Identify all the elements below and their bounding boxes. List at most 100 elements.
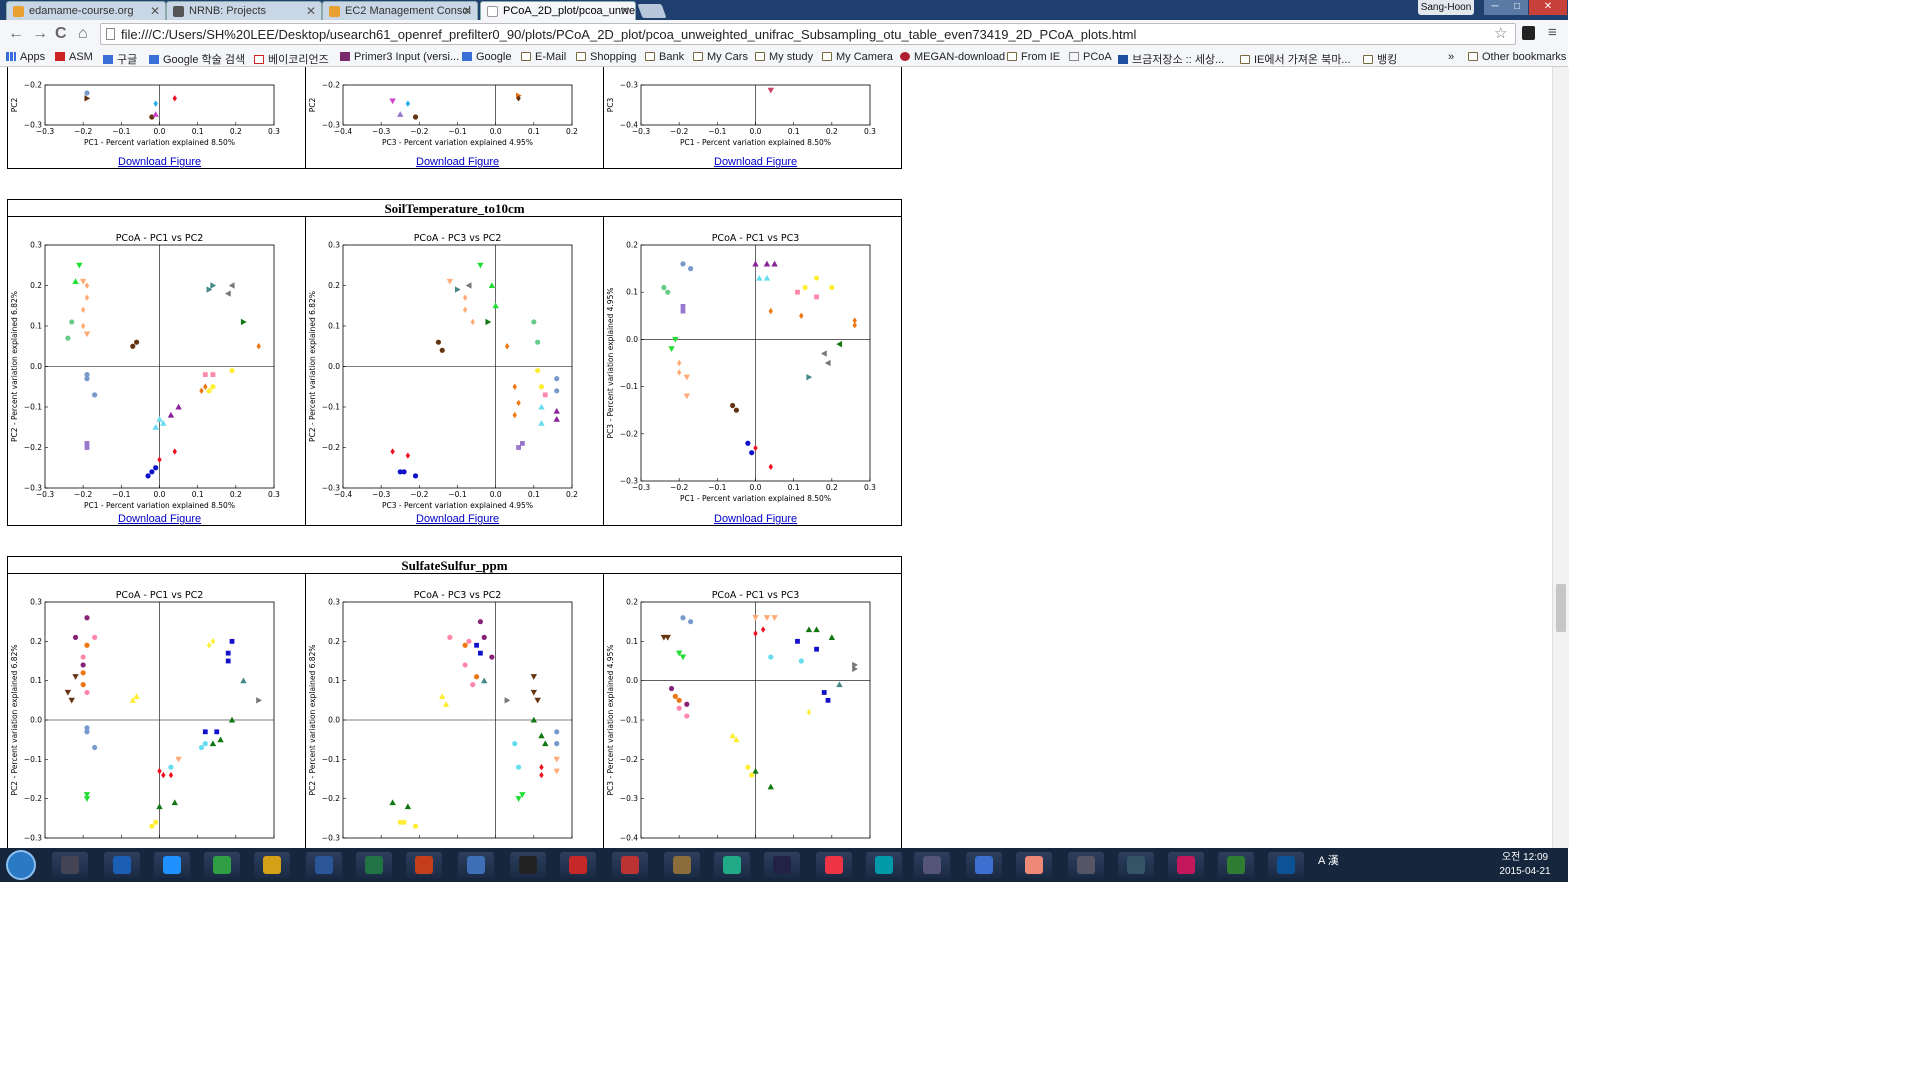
download-figure-link[interactable]: Download Figure xyxy=(714,156,798,168)
bookmark-megan[interactable]: MEGAN-download xyxy=(900,51,1005,63)
taskbar-app-icon[interactable] xyxy=(1268,852,1304,878)
bookmark-pcoa[interactable]: PCoA xyxy=(1069,51,1112,63)
other-bookmarks[interactable]: Other bookmarks xyxy=(1468,51,1566,63)
app-icon xyxy=(467,856,485,874)
bookmark-shopping[interactable]: Shopping xyxy=(576,51,637,63)
taskbar-app-icon[interactable] xyxy=(406,852,442,878)
extension-icon[interactable] xyxy=(1522,26,1535,40)
bookmark-primer3[interactable]: Primer3 Input (versi... xyxy=(340,51,459,63)
data-point xyxy=(763,615,771,621)
x-tick-label: 0.0 xyxy=(490,127,502,136)
scrollbar-thumb[interactable] xyxy=(1556,584,1566,632)
tab-label: PCoA_2D_plot/pcoa_unwe xyxy=(503,5,636,17)
taskbar-app-icon[interactable] xyxy=(52,852,88,878)
taskbar-app-icon[interactable] xyxy=(154,852,190,878)
bookmark-star-icon[interactable]: ☆ xyxy=(1494,25,1508,42)
bookmark-banking[interactable]: 뱅킹 xyxy=(1363,51,1397,67)
close-icon[interactable]: ✕ xyxy=(461,4,472,18)
taskbar-app-icon[interactable] xyxy=(306,852,342,878)
bookmark-my-cars[interactable]: My Cars xyxy=(693,51,748,63)
new-tab-button[interactable] xyxy=(637,4,667,18)
data-point xyxy=(683,374,690,381)
taskbar-app-icon[interactable] xyxy=(714,852,750,878)
bookmark-email[interactable]: E-Mail xyxy=(521,51,566,63)
bookmark-my-study[interactable]: My study xyxy=(755,51,813,63)
download-figure-link[interactable]: Download Figure xyxy=(118,156,202,168)
bookmarks-more-button[interactable]: » xyxy=(1448,51,1455,63)
taskbar-app-icon[interactable] xyxy=(1168,852,1204,878)
data-point xyxy=(405,100,411,107)
tab-edamame[interactable]: edamame-course.org ✕ xyxy=(6,1,166,20)
home-icon[interactable]: ⌂ xyxy=(78,25,88,42)
taskbar-app-icon[interactable] xyxy=(1118,852,1154,878)
taskbar-app-icon[interactable] xyxy=(1068,852,1104,878)
bookmark-scholar[interactable]: Google 학술 검색 xyxy=(149,51,245,67)
data-point xyxy=(821,690,827,695)
taskbar-app-icon[interactable] xyxy=(914,852,950,878)
tab-nrnb[interactable]: NRNB: Projects ✕ xyxy=(166,1,322,20)
x-tick-label: 0.1 xyxy=(788,483,800,492)
download-figure-link[interactable]: Download Figure xyxy=(416,513,500,525)
taskbar-app-icon[interactable] xyxy=(204,852,240,878)
data-point xyxy=(80,662,86,668)
system-tray[interactable]: A 漢 xyxy=(1318,855,1339,867)
close-icon[interactable]: ✕ xyxy=(619,4,630,18)
tab-label: NRNB: Projects xyxy=(189,5,267,17)
minimize-button[interactable]: ─ xyxy=(1484,0,1506,15)
profile-name[interactable]: Sang-Hoon xyxy=(1418,0,1474,15)
data-point xyxy=(554,388,560,394)
start-button[interactable] xyxy=(6,850,36,880)
taskbar-app-icon[interactable] xyxy=(510,852,546,878)
data-point xyxy=(389,98,396,105)
data-point xyxy=(485,318,492,326)
taskbar-app-icon[interactable] xyxy=(612,852,648,878)
taskbar-app-icon[interactable] xyxy=(764,852,800,878)
bookmark-from-ie[interactable]: From IE xyxy=(1007,51,1060,63)
bookmark-apps[interactable]: Apps xyxy=(6,51,45,63)
tab-ec2[interactable]: EC2 Management Consol ✕ xyxy=(322,1,478,20)
taskbar-app-icon[interactable] xyxy=(1218,852,1254,878)
close-icon[interactable]: ✕ xyxy=(149,4,160,18)
maximize-button[interactable]: □ xyxy=(1506,0,1528,15)
data-point xyxy=(210,372,216,377)
bookmark-my-camera[interactable]: My Camera xyxy=(822,51,893,63)
data-point xyxy=(554,741,560,747)
taskbar-app-icon[interactable] xyxy=(966,852,1002,878)
clock[interactable]: 오전 12:09 2015-04-21 xyxy=(1492,851,1558,879)
taskbar-app-icon[interactable] xyxy=(816,852,852,878)
data-point xyxy=(676,697,682,703)
taskbar-app-icon[interactable] xyxy=(458,852,494,878)
x-tick-label: 0.3 xyxy=(864,127,876,136)
reload-icon[interactable]: C xyxy=(55,25,67,42)
bookmark-google[interactable]: Google xyxy=(462,51,511,63)
taskbar-app-icon[interactable] xyxy=(866,852,902,878)
taskbar-app-icon[interactable] xyxy=(356,852,392,878)
bookmark-google-kr[interactable]: 구글 xyxy=(103,51,137,67)
data-point xyxy=(401,469,407,475)
menu-icon[interactable]: ≡ xyxy=(1548,24,1557,41)
data-point xyxy=(512,383,517,390)
bookmark-asm[interactable]: ASM xyxy=(55,51,93,63)
vertical-scrollbar[interactable] xyxy=(1552,67,1569,848)
data-point xyxy=(824,359,831,367)
taskbar-app-icon[interactable] xyxy=(254,852,290,878)
back-icon[interactable]: ← xyxy=(8,25,24,42)
download-figure-link[interactable]: Download Figure xyxy=(416,156,500,168)
taskbar-app-icon[interactable] xyxy=(560,852,596,878)
taskbar-app-icon[interactable] xyxy=(104,852,140,878)
download-figure-link[interactable]: Download Figure xyxy=(118,513,202,525)
bookmark-baekorean[interactable]: 베이코리언즈 xyxy=(254,51,329,67)
bookmark-ie-imported[interactable]: IE에서 가져온 북마... xyxy=(1240,51,1351,67)
download-figure-link[interactable]: Download Figure xyxy=(714,513,798,525)
taskbar-app-icon[interactable] xyxy=(1016,852,1052,878)
taskbar-app-icon[interactable] xyxy=(664,852,700,878)
close-icon[interactable]: ✕ xyxy=(305,4,316,18)
address-bar[interactable]: file:///C:/Users/SH%20LEE/Desktop/usearc… xyxy=(100,23,1516,45)
x-tick-label: 0.0 xyxy=(750,127,762,136)
bookmark-bgm[interactable]: 브금저장소 :: 세상... xyxy=(1118,51,1224,67)
close-window-button[interactable]: ✕ xyxy=(1529,0,1567,15)
data-point xyxy=(481,634,487,640)
bookmark-bank[interactable]: Bank xyxy=(645,51,684,63)
tab-pcoa[interactable]: PCoA_2D_plot/pcoa_unwe ✕ xyxy=(480,1,636,20)
forward-icon[interactable]: → xyxy=(32,25,48,42)
